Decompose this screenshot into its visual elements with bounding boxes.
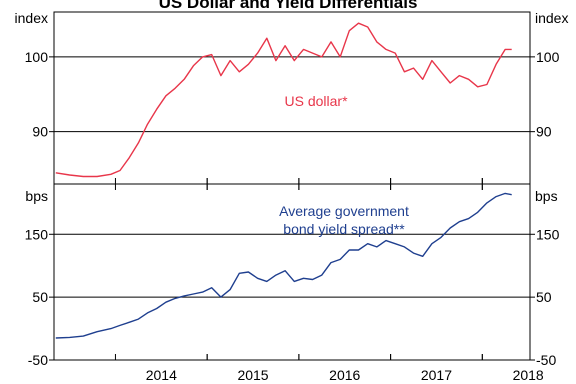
bottom-left-unit-label: bps: [25, 188, 48, 204]
x-axis: 2014 2015 2016 2017 2018: [114, 178, 544, 383]
y-tick-label: 50: [536, 289, 552, 305]
y-tick-label: 150: [25, 226, 49, 242]
x-tick-label: 2015: [237, 367, 268, 383]
y-tick-label: -50: [536, 352, 556, 368]
y-tick-label: 90: [536, 124, 552, 140]
bottom-panel-frame: [53, 183, 531, 361]
bond-spread-annotation-line2: bond yield spread**: [283, 221, 405, 237]
y-tick-label: 100: [536, 49, 560, 65]
x-tick-label: 2014: [146, 367, 177, 383]
bottom-right-unit-label: bps: [535, 188, 558, 204]
top-panel: index index 90 90 100 100 US dollar*: [15, 10, 568, 185]
top-series: [55, 22, 512, 178]
x-tick-label: 2018: [513, 367, 544, 383]
us-dollar-annotation: US dollar*: [284, 93, 348, 109]
x-tick-label: 2016: [329, 367, 360, 383]
series-line: [55, 192, 512, 339]
top-left-unit-label: index: [15, 10, 48, 26]
y-tick-label: 150: [536, 226, 560, 242]
bottom-panel: bps bps -50 -50 50 50 150 150 Average governm…: [25, 183, 560, 368]
top-right-unit-label: index: [535, 10, 568, 26]
y-tick-label: 50: [32, 289, 48, 305]
bond-spread-annotation-line1: Average government: [279, 203, 409, 219]
bottom-y-ticks: -50 -50 50 50 150 150: [25, 226, 560, 368]
y-tick-label: 100: [25, 49, 49, 65]
bottom-series: [55, 192, 512, 339]
x-tick-label: 2017: [421, 367, 452, 383]
y-tick-label: -50: [28, 352, 48, 368]
top-y-ticks: 90 90 100 100: [25, 49, 560, 140]
chart-title: US Dollar and Yield Differentials: [159, 0, 418, 12]
bottom-gridlines: [54, 233, 530, 298]
y-tick-label: 90: [32, 124, 48, 140]
series-line: [55, 22, 512, 178]
